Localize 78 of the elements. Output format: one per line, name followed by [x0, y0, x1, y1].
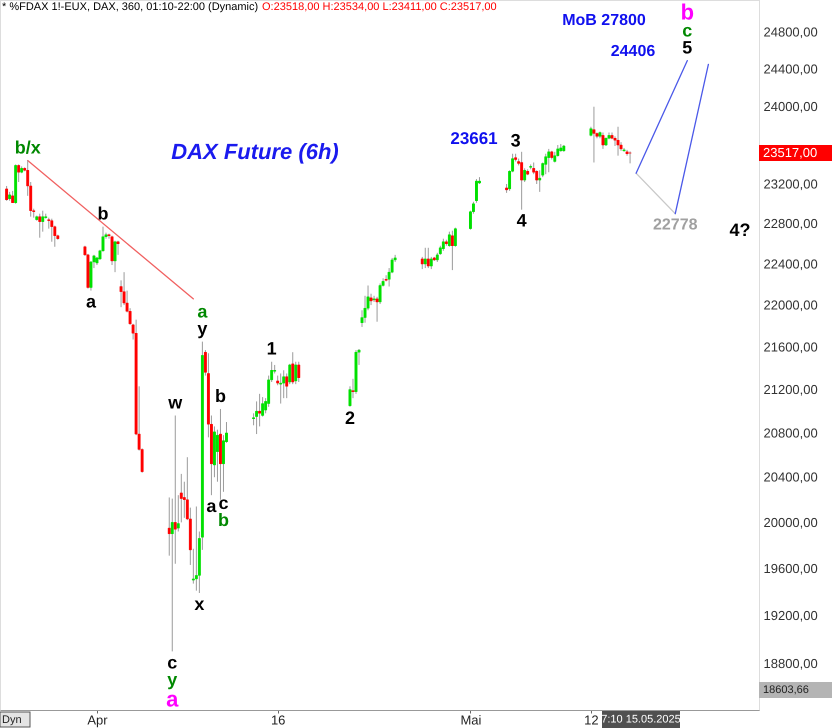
- annotation: 2: [344, 408, 355, 428]
- candlestick: [520, 151, 524, 210]
- annotation: a: [86, 292, 97, 312]
- candlestick: [430, 256, 433, 270]
- candlestick: [424, 247, 427, 269]
- candlestick: [38, 213, 42, 238]
- y-tick-label: 23200,00: [764, 176, 818, 192]
- candlestick: [370, 293, 372, 306]
- candlestick: [426, 247, 430, 269]
- annotation: b: [97, 204, 108, 224]
- candlestick: [442, 238, 445, 252]
- text: 7:10 15.05.2025: [601, 714, 681, 726]
- annotation: 22778: [653, 216, 698, 234]
- candlestick: [168, 496, 171, 556]
- candlestick: [176, 494, 180, 532]
- y-tick-label: 20000,00: [764, 514, 818, 530]
- x-tick-label: Apr: [87, 712, 108, 728]
- candlestick: [294, 361, 298, 385]
- annotation: 4: [516, 210, 527, 231]
- x-tick-label: 16: [270, 712, 286, 728]
- y-tick-label: 21600,00: [764, 339, 818, 354]
- annotation: 1: [266, 338, 277, 359]
- y-tick-label: 20400,00: [764, 470, 818, 485]
- candlestick: [602, 132, 604, 150]
- annotation: * %FDAX 1!-EUX, DAX, 360, 01:10-22:00 (Dynamic): [2, 1, 258, 13]
- y-tick-label: 24000,00: [764, 99, 818, 114]
- y-tick-label: 24400,00: [764, 62, 818, 77]
- text: 23517,00: [763, 145, 818, 160]
- candlestick: [114, 240, 116, 273]
- candlestick: [291, 352, 294, 385]
- candlestick: [194, 506, 198, 592]
- candlestick: [216, 429, 219, 482]
- text: DAX Future (6h): [171, 139, 339, 164]
- y-tick-label: 19600,00: [764, 560, 818, 576]
- x-tick-label: 12: [584, 712, 599, 728]
- candlestick: [352, 378, 354, 399]
- annotation: b/x: [14, 138, 41, 158]
- annotation: w: [167, 392, 184, 412]
- annotation: c: [167, 652, 178, 672]
- candlestick: [547, 148, 550, 173]
- y-tick-label: 24800,00: [764, 24, 818, 40]
- candlestick: [5, 185, 8, 202]
- candlestick: [523, 168, 526, 183]
- candlestick: [258, 393, 262, 427]
- candlestick: [628, 150, 632, 164]
- candlestick: [11, 190, 14, 204]
- y-tick-label: 22000,00: [764, 298, 818, 313]
- candlestick: [544, 153, 548, 175]
- candlestick: [41, 210, 44, 232]
- candlestick: [592, 106, 596, 163]
- text: 18603,66: [763, 684, 809, 696]
- annotation: x: [194, 594, 204, 614]
- candlestick: [475, 178, 478, 204]
- candlestick: [297, 361, 300, 383]
- candlestick: [116, 240, 120, 256]
- y-tick-label: 22800,00: [764, 216, 818, 232]
- annotation: b: [214, 386, 226, 406]
- annotation: 24406: [610, 43, 656, 60]
- candlestick: [616, 126, 620, 156]
- annotation: a: [206, 496, 218, 516]
- x-tick-label: Mai: [460, 712, 482, 728]
- y-tick-label: 19200,00: [764, 608, 818, 623]
- annotation: 4?: [729, 220, 751, 240]
- annotation: 23661: [450, 129, 498, 148]
- y-tick-label: 20800,00: [764, 425, 818, 440]
- y-tick-label: 21200,00: [764, 382, 818, 398]
- candlestick: [376, 296, 379, 322]
- candlestick: [450, 230, 454, 271]
- y-tick-label: 22400,00: [764, 256, 818, 272]
- annotation: 3: [510, 130, 521, 151]
- y-tick-label: 18800,00: [764, 656, 818, 671]
- candlestick: [17, 164, 20, 183]
- annotation: MoB 27800: [562, 12, 646, 29]
- annotation: O:23518,00 H:23534,00 L:23411,00 C:23517,00: [262, 1, 497, 13]
- text: Dyn: [2, 714, 22, 726]
- candlestick: [420, 256, 424, 270]
- candlestick: [279, 372, 282, 404]
- candlestick: [174, 414, 177, 564]
